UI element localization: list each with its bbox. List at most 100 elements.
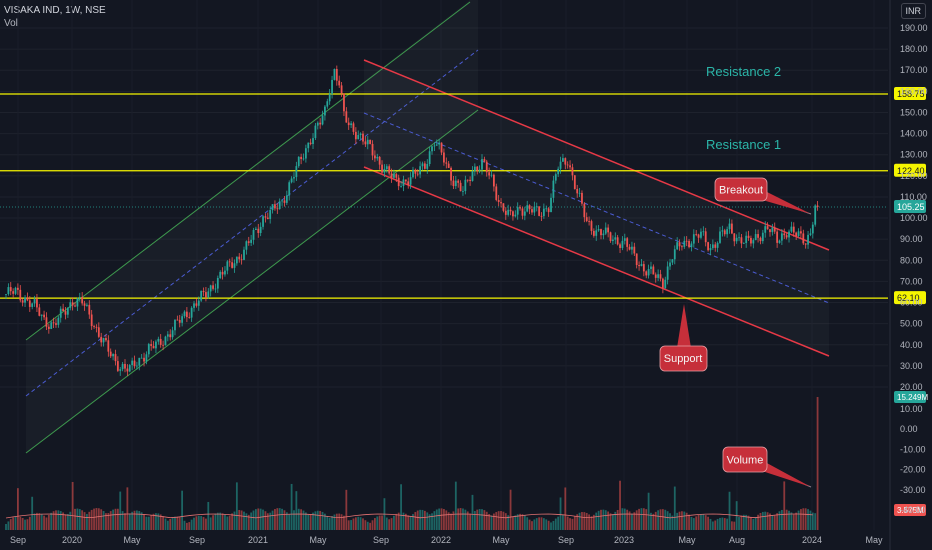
candle-body (604, 227, 607, 234)
volume-bar (600, 509, 602, 530)
candle-body (200, 290, 203, 301)
volume-bar (136, 510, 138, 530)
candle-body (185, 311, 188, 318)
candle-body (19, 289, 22, 301)
volume-bar (126, 487, 129, 530)
candle-body (612, 239, 614, 242)
candle-body (683, 240, 686, 247)
candle-body (688, 240, 690, 248)
time-axis-label: Sep (10, 535, 26, 545)
volume-bar (190, 519, 193, 530)
candle-body (397, 177, 400, 187)
volume-bar (262, 509, 264, 530)
volume-bar (347, 520, 350, 530)
volume-bar (197, 515, 200, 530)
candle-body (773, 227, 776, 232)
candle-body (250, 239, 253, 243)
candle-body (707, 242, 709, 251)
volume-bar (519, 513, 521, 530)
volume-bar (488, 513, 491, 530)
volume-bar (397, 512, 400, 530)
price-tick-label: 130.00 (900, 150, 928, 160)
candle-body (711, 244, 714, 249)
volume-bar (752, 518, 755, 530)
volume-bar (421, 509, 424, 530)
axes: 190.00 180.00 170.00 160.00 150.00 140.00 130.… (10, 0, 928, 550)
volume-bar (233, 511, 236, 530)
volume-bar (216, 512, 219, 530)
volume-bar (205, 518, 207, 530)
candle-body (197, 300, 200, 306)
volume-bar (573, 516, 576, 530)
volume-bar (314, 511, 317, 530)
volume-bar (100, 509, 103, 530)
candle-body (159, 338, 162, 345)
candle-body (86, 304, 88, 306)
volume-bar (240, 510, 243, 530)
volume-bar (440, 508, 443, 530)
candle-body (131, 360, 134, 366)
volume-bar (514, 515, 517, 530)
volume-bar (754, 517, 757, 530)
candle-body (697, 234, 700, 238)
volume-bar (419, 509, 422, 530)
volume-bar (371, 520, 374, 530)
candle-body (55, 323, 57, 325)
candle-body (278, 201, 281, 209)
volume-bar (245, 513, 248, 530)
candle-body (757, 234, 759, 238)
volume-bar (250, 512, 253, 530)
volume-bar (43, 515, 45, 530)
candle-body (214, 288, 217, 290)
volume-bar (181, 490, 184, 530)
volume-bar (776, 513, 779, 530)
volume-bar (145, 516, 148, 530)
volume-bar (257, 508, 260, 530)
candle-body (357, 135, 360, 140)
volume-bar (697, 515, 700, 530)
candle-body (345, 111, 348, 123)
candle-body (314, 125, 317, 139)
volume-bar (652, 513, 655, 530)
volume-bar (112, 509, 114, 530)
candle-body (504, 210, 507, 215)
candle-body (559, 161, 562, 169)
candle-body (378, 156, 381, 165)
candle-body (352, 123, 355, 132)
candle-body (702, 231, 705, 233)
candle-body (454, 180, 457, 187)
candle-body (269, 210, 272, 219)
candle-body (728, 223, 731, 230)
volume-bar (324, 513, 326, 530)
candle-body (469, 179, 471, 181)
candle-body (128, 365, 131, 372)
time-axis-label: May (309, 535, 327, 545)
volume-callout-box (722, 446, 768, 473)
currency-badge[interactable]: INR (900, 3, 926, 19)
candle-body (752, 240, 755, 244)
candle-body (26, 297, 29, 301)
candle-body (488, 172, 491, 176)
candle-body (157, 338, 160, 342)
candle-body (609, 232, 612, 242)
candle-body (535, 206, 538, 208)
volume-bar (531, 521, 533, 530)
candle-body (226, 261, 229, 271)
candle-body (673, 249, 676, 260)
price-tick-label: 90.00 (900, 234, 923, 244)
volume-bar (550, 522, 552, 530)
candle-body (769, 229, 771, 233)
candle-body (50, 322, 53, 329)
candle-body (750, 237, 752, 244)
candle-body (271, 204, 274, 211)
candle-body (576, 188, 579, 194)
candle-body (512, 211, 514, 217)
candle-body (616, 237, 619, 245)
volume-tick-label: -30.00 (900, 485, 926, 495)
volume-bar (683, 511, 686, 530)
volume-bar (704, 515, 707, 530)
candle-body (147, 344, 150, 355)
volume-bar (152, 513, 155, 530)
support-callout-label: Support (664, 353, 703, 365)
